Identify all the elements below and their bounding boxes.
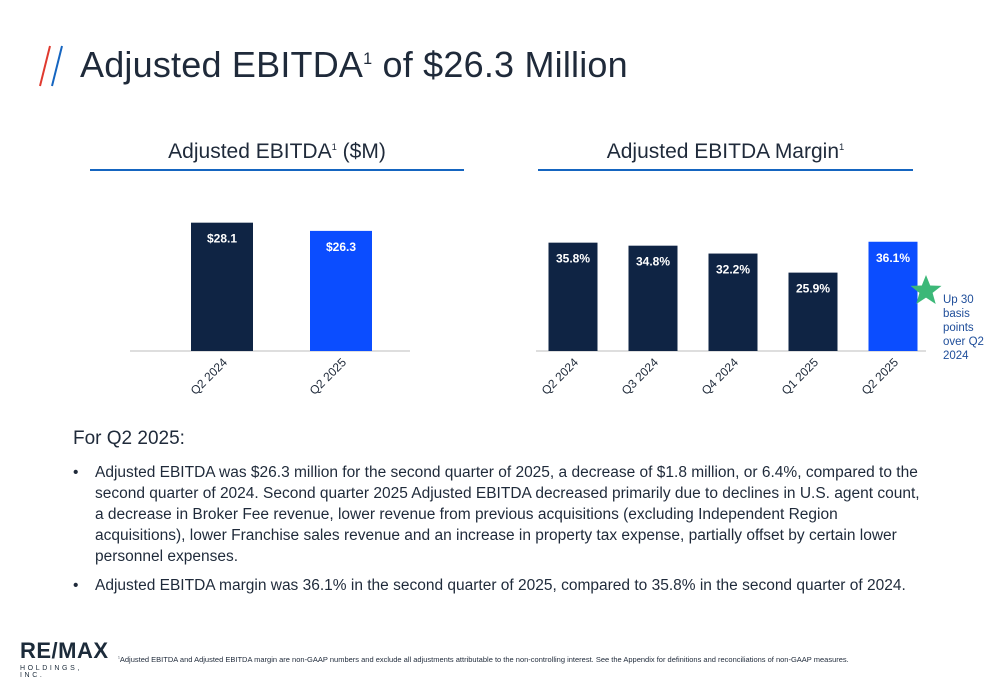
bar [788, 272, 838, 351]
chart2-title-rule [538, 169, 913, 171]
x-tick-label: Q1 2025 [779, 355, 822, 398]
x-tick-label: Q2 2024 [539, 355, 582, 398]
x-tick-label: Q2 2025 [307, 355, 350, 398]
bullet-mark: • [73, 577, 79, 594]
ebitda-bar-chart: $28.1 Q2 2024 $26.3 Q2 2025 [130, 222, 410, 398]
data-label: 36.1% [876, 251, 910, 265]
x-tick-label: Q3 2024 [619, 355, 662, 398]
data-label: 32.2% [716, 263, 750, 277]
page-title: Adjusted EBITDA1 of $26.3 Million [80, 44, 628, 85]
bar [708, 253, 758, 351]
x-tick-label: Q2 2025 [859, 355, 902, 398]
bar [548, 242, 598, 351]
margin-annotation: Up 30 basis points over Q2 2024 [943, 294, 984, 362]
chart2-title: Adjusted EBITDA Margin1 [606, 140, 845, 163]
data-label: $26.3 [326, 240, 356, 254]
data-label: 34.8% [636, 255, 670, 269]
data-label: 25.9% [796, 282, 830, 296]
star-icon [910, 275, 942, 304]
bar [628, 245, 678, 351]
x-tick-label: Q4 2024 [699, 355, 742, 398]
section-heading: For Q2 2025: [73, 428, 185, 449]
remax-logo: RE/MAX HOLDINGS, INC. [20, 638, 109, 680]
ebitda-margin-bar-chart: 35.8% Q2 2024 34.8% Q3 2024 32.2% Q4 2024 25.9… [536, 241, 926, 398]
slash-accent-icon [39, 45, 63, 87]
page-title-row: Adjusted EBITDA1 of $26.3 Million [38, 40, 628, 90]
data-label: $28.1 [207, 232, 237, 246]
data-label: 35.8% [556, 252, 590, 266]
bar [310, 230, 372, 351]
chart1-title-rule [90, 169, 464, 171]
footnote: 1Adjusted EBITDA and Adjusted EBITDA mar… [118, 655, 849, 664]
bullet-item: • Adjusted EBITDA was $26.3 million for t… [73, 464, 920, 565]
bullet-mark: • [73, 464, 79, 481]
bullet-item: • Adjusted EBITDA margin was 36.1% in the… [73, 577, 906, 594]
chart1-title: Adjusted EBITDA1 ($M) [168, 140, 386, 163]
bar [868, 241, 918, 351]
x-tick-label: Q2 2024 [188, 355, 231, 398]
bullet-list: • Adjusted EBITDA was $26.3 million for t… [73, 462, 923, 604]
bar [191, 222, 253, 351]
